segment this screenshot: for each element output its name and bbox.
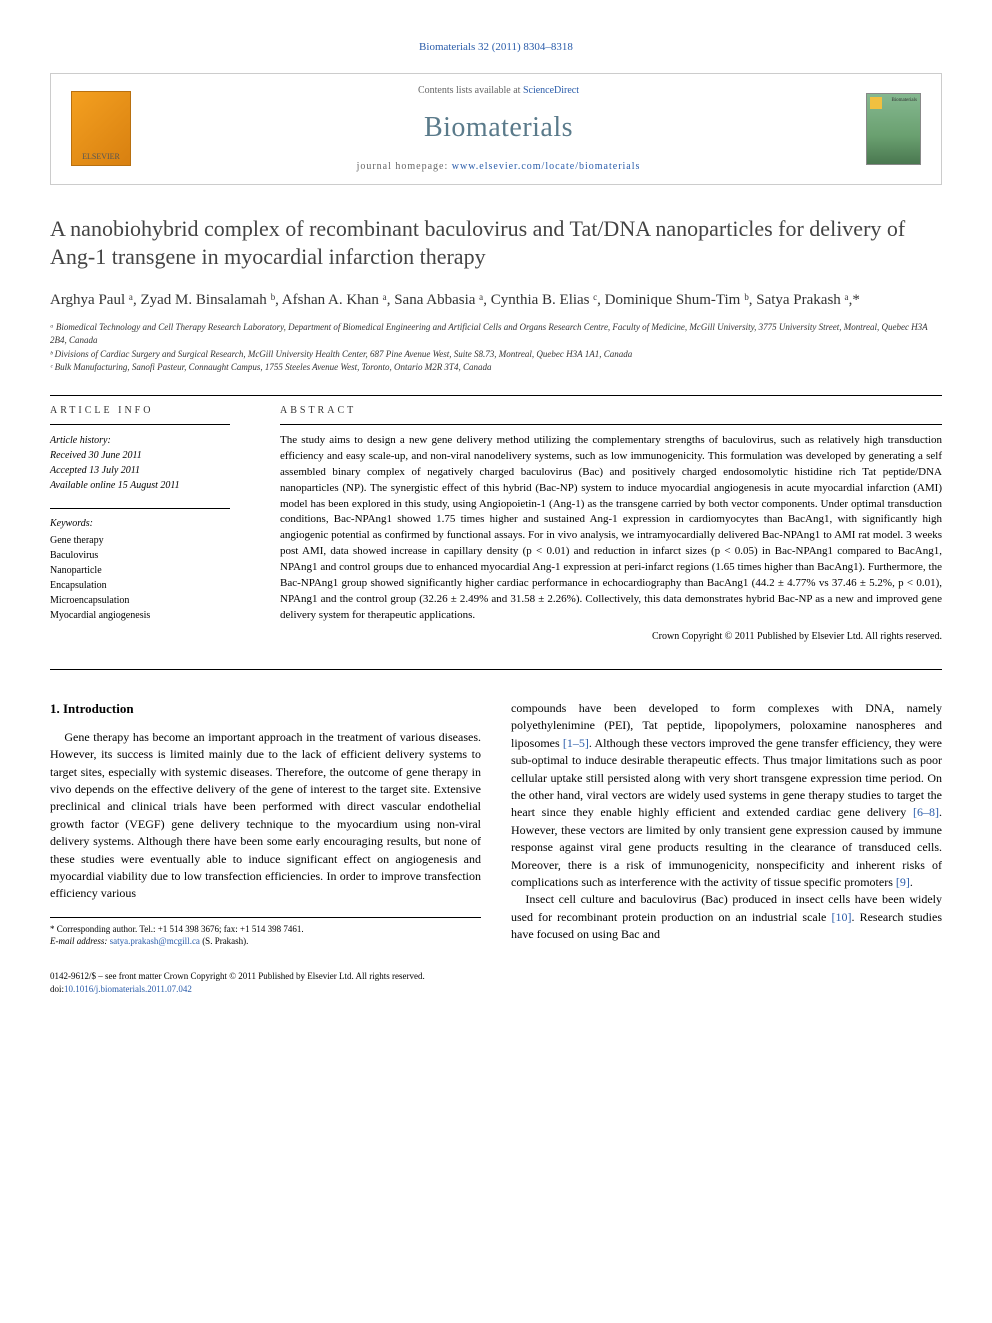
article-info-column: ARTICLE INFO Article history: Received 3… (50, 404, 250, 644)
keyword: Encapsulation (50, 578, 250, 593)
body-paragraph: Insect cell culture and baculovirus (Bac… (511, 891, 942, 943)
body-columns: 1. Introduction Gene therapy has become … (50, 700, 942, 948)
divider (50, 395, 942, 396)
body-text: . (910, 875, 913, 889)
received-date: Received 30 June 2011 (50, 448, 250, 463)
citation-line: Biomaterials 32 (2011) 8304–8318 (50, 40, 942, 55)
affiliations: ᵃ Biomedical Technology and Cell Therapy… (50, 321, 942, 375)
keyword: Microencapsulation (50, 593, 250, 608)
abstract-divider (280, 424, 942, 425)
article-info-label: ARTICLE INFO (50, 404, 250, 418)
accepted-date: Accepted 13 July 2011 (50, 463, 250, 478)
authors-line: Arghya Paul ᵃ, Zyad M. Binsalamah ᵇ, Afs… (50, 290, 942, 311)
homepage-prefix: journal homepage: (357, 161, 452, 172)
info-abstract-row: ARTICLE INFO Article history: Received 3… (50, 404, 942, 644)
front-matter-line: 0142-9612/$ – see front matter Crown Cop… (50, 970, 942, 983)
affiliation-b: ᵇ Divisions of Cardiac Surgery and Surgi… (50, 348, 942, 362)
keywords-list: Gene therapy Baculovirus Nanoparticle En… (50, 533, 250, 623)
journal-name: Biomaterials (131, 108, 866, 147)
info-divider (50, 424, 230, 425)
affiliation-a: ᵃ Biomedical Technology and Cell Therapy… (50, 321, 942, 348)
citation-link[interactable]: [6–8] (913, 805, 939, 819)
keyword: Myocardial angiogenesis (50, 608, 250, 623)
history-label: Article history: (50, 433, 250, 448)
body-paragraph: Gene therapy has become an important app… (50, 729, 481, 903)
journal-header-box: ELSEVIER Contents lists available at Sci… (50, 73, 942, 184)
corr-email-line: E-mail address: satya.prakash@mcgill.ca … (50, 935, 481, 948)
section-heading: 1. Introduction (50, 700, 481, 719)
article-history: Article history: Received 30 June 2011 A… (50, 433, 250, 493)
abstract-label: ABSTRACT (280, 404, 942, 418)
email-suffix: (S. Prakash). (200, 936, 249, 946)
journal-homepage: journal homepage: www.elsevier.com/locat… (131, 160, 866, 174)
abstract-column: ABSTRACT The study aims to design a new … (280, 404, 942, 644)
abstract-copyright: Crown Copyright © 2011 Published by Else… (280, 630, 942, 644)
keyword: Baculovirus (50, 548, 250, 563)
keyword: Nanoparticle (50, 563, 250, 578)
sciencedirect-link[interactable]: ScienceDirect (523, 85, 579, 96)
corresponding-author-footnote: * Corresponding author. Tel.: +1 514 398… (50, 917, 481, 948)
header-center: Contents lists available at ScienceDirec… (131, 84, 866, 173)
affiliation-c: ᶜ Bulk Manufacturing, Sanofi Pasteur, Co… (50, 361, 942, 375)
contents-prefix: Contents lists available at (418, 85, 523, 96)
email-label: E-mail address: (50, 936, 110, 946)
doi-label: doi: (50, 984, 64, 994)
online-date: Available online 15 August 2011 (50, 478, 250, 493)
homepage-link[interactable]: www.elsevier.com/locate/biomaterials (452, 161, 641, 172)
doi-link[interactable]: 10.1016/j.biomaterials.2011.07.042 (64, 984, 192, 994)
body-paragraph: compounds have been developed to form co… (511, 700, 942, 891)
citation-link[interactable]: [9] (896, 875, 910, 889)
corr-email-link[interactable]: satya.prakash@mcgill.ca (110, 936, 200, 946)
citation-link[interactable]: [1–5] (563, 736, 589, 750)
elsevier-logo: ELSEVIER (71, 91, 131, 166)
corr-author-line: * Corresponding author. Tel.: +1 514 398… (50, 923, 481, 936)
keyword: Gene therapy (50, 533, 250, 548)
article-title: A nanobiohybrid complex of recombinant b… (50, 215, 942, 272)
abstract-text: The study aims to design a new gene deli… (280, 433, 942, 624)
keywords-label: Keywords: (50, 517, 250, 531)
journal-cover-thumbnail (866, 93, 921, 165)
page-footer: 0142-9612/$ – see front matter Crown Cop… (50, 970, 942, 995)
citation-link[interactable]: [10] (831, 910, 851, 924)
contents-available: Contents lists available at ScienceDirec… (131, 84, 866, 98)
doi-line: doi:10.1016/j.biomaterials.2011.07.042 (50, 983, 942, 996)
info-divider (50, 508, 230, 509)
divider (50, 669, 942, 670)
